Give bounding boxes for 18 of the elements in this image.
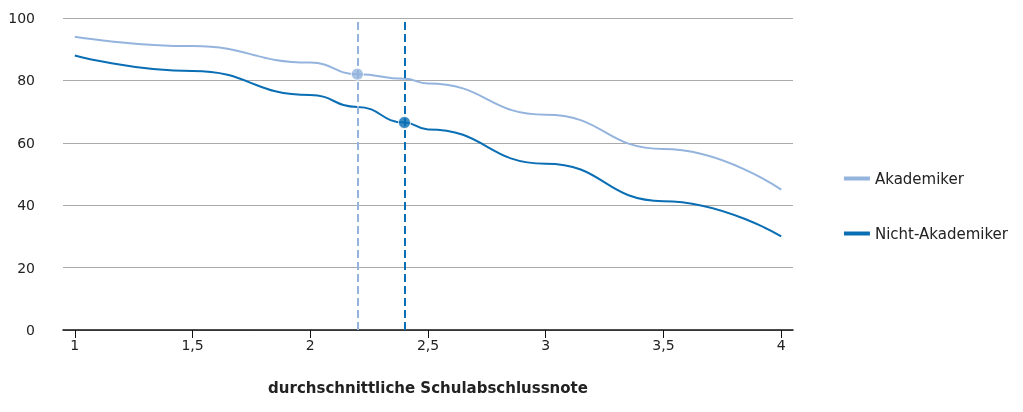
line-series (73, 54, 783, 238)
y-tick-label: 60 (17, 134, 35, 151)
y-tick-label: 40 (17, 197, 35, 214)
x-tick-label: 1 (70, 337, 80, 353)
y-tick-label: 80 (17, 72, 35, 89)
legend-label: Akademiker (874, 169, 965, 188)
line-series (73, 35, 783, 191)
y-tick-label: 20 (17, 259, 35, 276)
y-tick-label: 100 (8, 10, 35, 26)
y-tick-label: 0 (26, 322, 35, 338)
legend-label: Nicht-Akademiker (874, 224, 1009, 243)
x-tick-label: 3 (541, 337, 551, 353)
x-tick-label: 4 (776, 337, 786, 353)
x-tick-label: 2 (305, 337, 315, 353)
x-tick-label: 1,5 (181, 337, 204, 353)
x-tick-label: 2,5 (416, 337, 440, 353)
x-tick-label: 3,5 (652, 337, 675, 353)
x-axis-title: durchschnittliche Schulabschlussnote (268, 378, 588, 397)
